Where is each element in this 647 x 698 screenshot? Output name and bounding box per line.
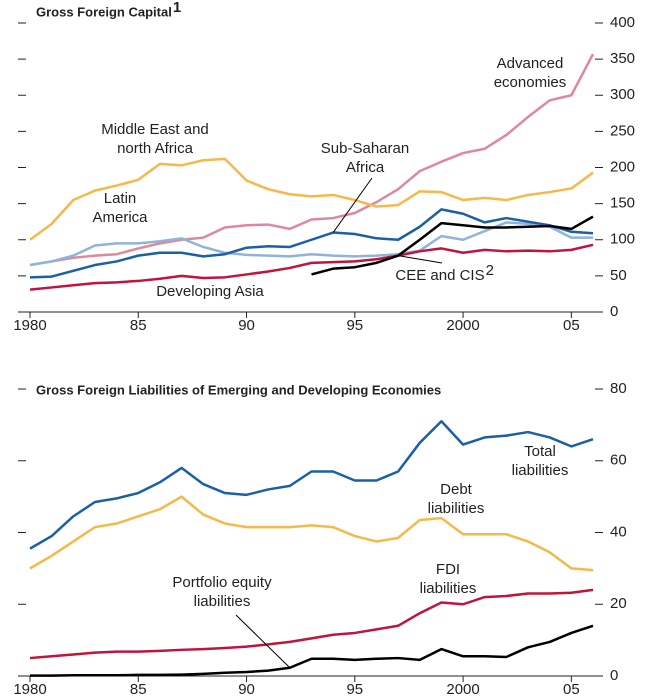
y-tick-label: 100 bbox=[610, 231, 635, 248]
series-line bbox=[29, 243, 594, 291]
series-line bbox=[29, 588, 594, 660]
x-tick-label: 95 bbox=[346, 681, 363, 698]
leader-line bbox=[398, 255, 443, 264]
series-line bbox=[29, 420, 594, 550]
series-label: Debt liabilities bbox=[428, 481, 485, 517]
series-line bbox=[30, 624, 594, 677]
leader-line bbox=[332, 177, 373, 233]
x-tick-label: 85 bbox=[130, 681, 147, 698]
title-note: 1 bbox=[173, 0, 181, 16]
series-note: 2 bbox=[486, 262, 494, 279]
series-line bbox=[29, 495, 594, 572]
y-tick-label: 60 bbox=[610, 452, 627, 469]
series-label: Developing Asia bbox=[156, 283, 264, 300]
y-tick-label: 400 bbox=[610, 14, 635, 31]
series-label: Portfolio equity liabilities bbox=[172, 574, 272, 610]
y-tick-label: 80 bbox=[610, 380, 627, 397]
series-line bbox=[29, 53, 595, 267]
x-tick-label: 95 bbox=[346, 317, 363, 334]
y-tick-label: 20 bbox=[610, 595, 627, 612]
y-tick-label: 350 bbox=[610, 50, 635, 67]
chart-title: Gross Foreign Capital bbox=[36, 4, 172, 19]
y-tick-label: 50 bbox=[610, 267, 627, 284]
chart-title: Gross Foreign Liabilities of Emerging an… bbox=[36, 382, 441, 397]
x-tick-label: 2000 bbox=[446, 317, 479, 334]
x-tick-label: 85 bbox=[130, 317, 147, 334]
x-tick-label: 2000 bbox=[446, 681, 479, 698]
series-label: Sub-Saharan Africa bbox=[321, 140, 409, 176]
series-line bbox=[311, 215, 594, 276]
series-label: Latin America bbox=[92, 190, 148, 226]
series-line bbox=[29, 157, 594, 241]
x-tick-label: 90 bbox=[238, 681, 255, 698]
y-tick-label: 200 bbox=[610, 158, 635, 175]
series-line bbox=[29, 221, 593, 267]
series-line bbox=[29, 208, 594, 279]
series-label: Total liabilities bbox=[512, 443, 569, 479]
series-label: Advanced economies bbox=[494, 55, 567, 91]
y-tick-label: 300 bbox=[610, 86, 635, 103]
series-label: CEE and CIS bbox=[395, 267, 484, 284]
x-tick-label: 1980 bbox=[13, 317, 46, 334]
series-label: Middle East and north Africa bbox=[101, 121, 209, 157]
y-tick-label: 40 bbox=[610, 523, 627, 540]
x-tick-label: 05 bbox=[563, 681, 580, 698]
series-label: FDI liabilities bbox=[420, 561, 477, 597]
x-tick-label: 90 bbox=[238, 317, 255, 334]
y-tick-label: 250 bbox=[610, 122, 635, 139]
x-tick-label: 1980 bbox=[13, 681, 46, 698]
leader-line bbox=[235, 614, 291, 669]
y-tick-label: 0 bbox=[610, 667, 618, 684]
y-tick-label: 150 bbox=[610, 195, 635, 212]
x-tick-label: 05 bbox=[563, 317, 580, 334]
y-tick-label: 0 bbox=[610, 303, 618, 320]
